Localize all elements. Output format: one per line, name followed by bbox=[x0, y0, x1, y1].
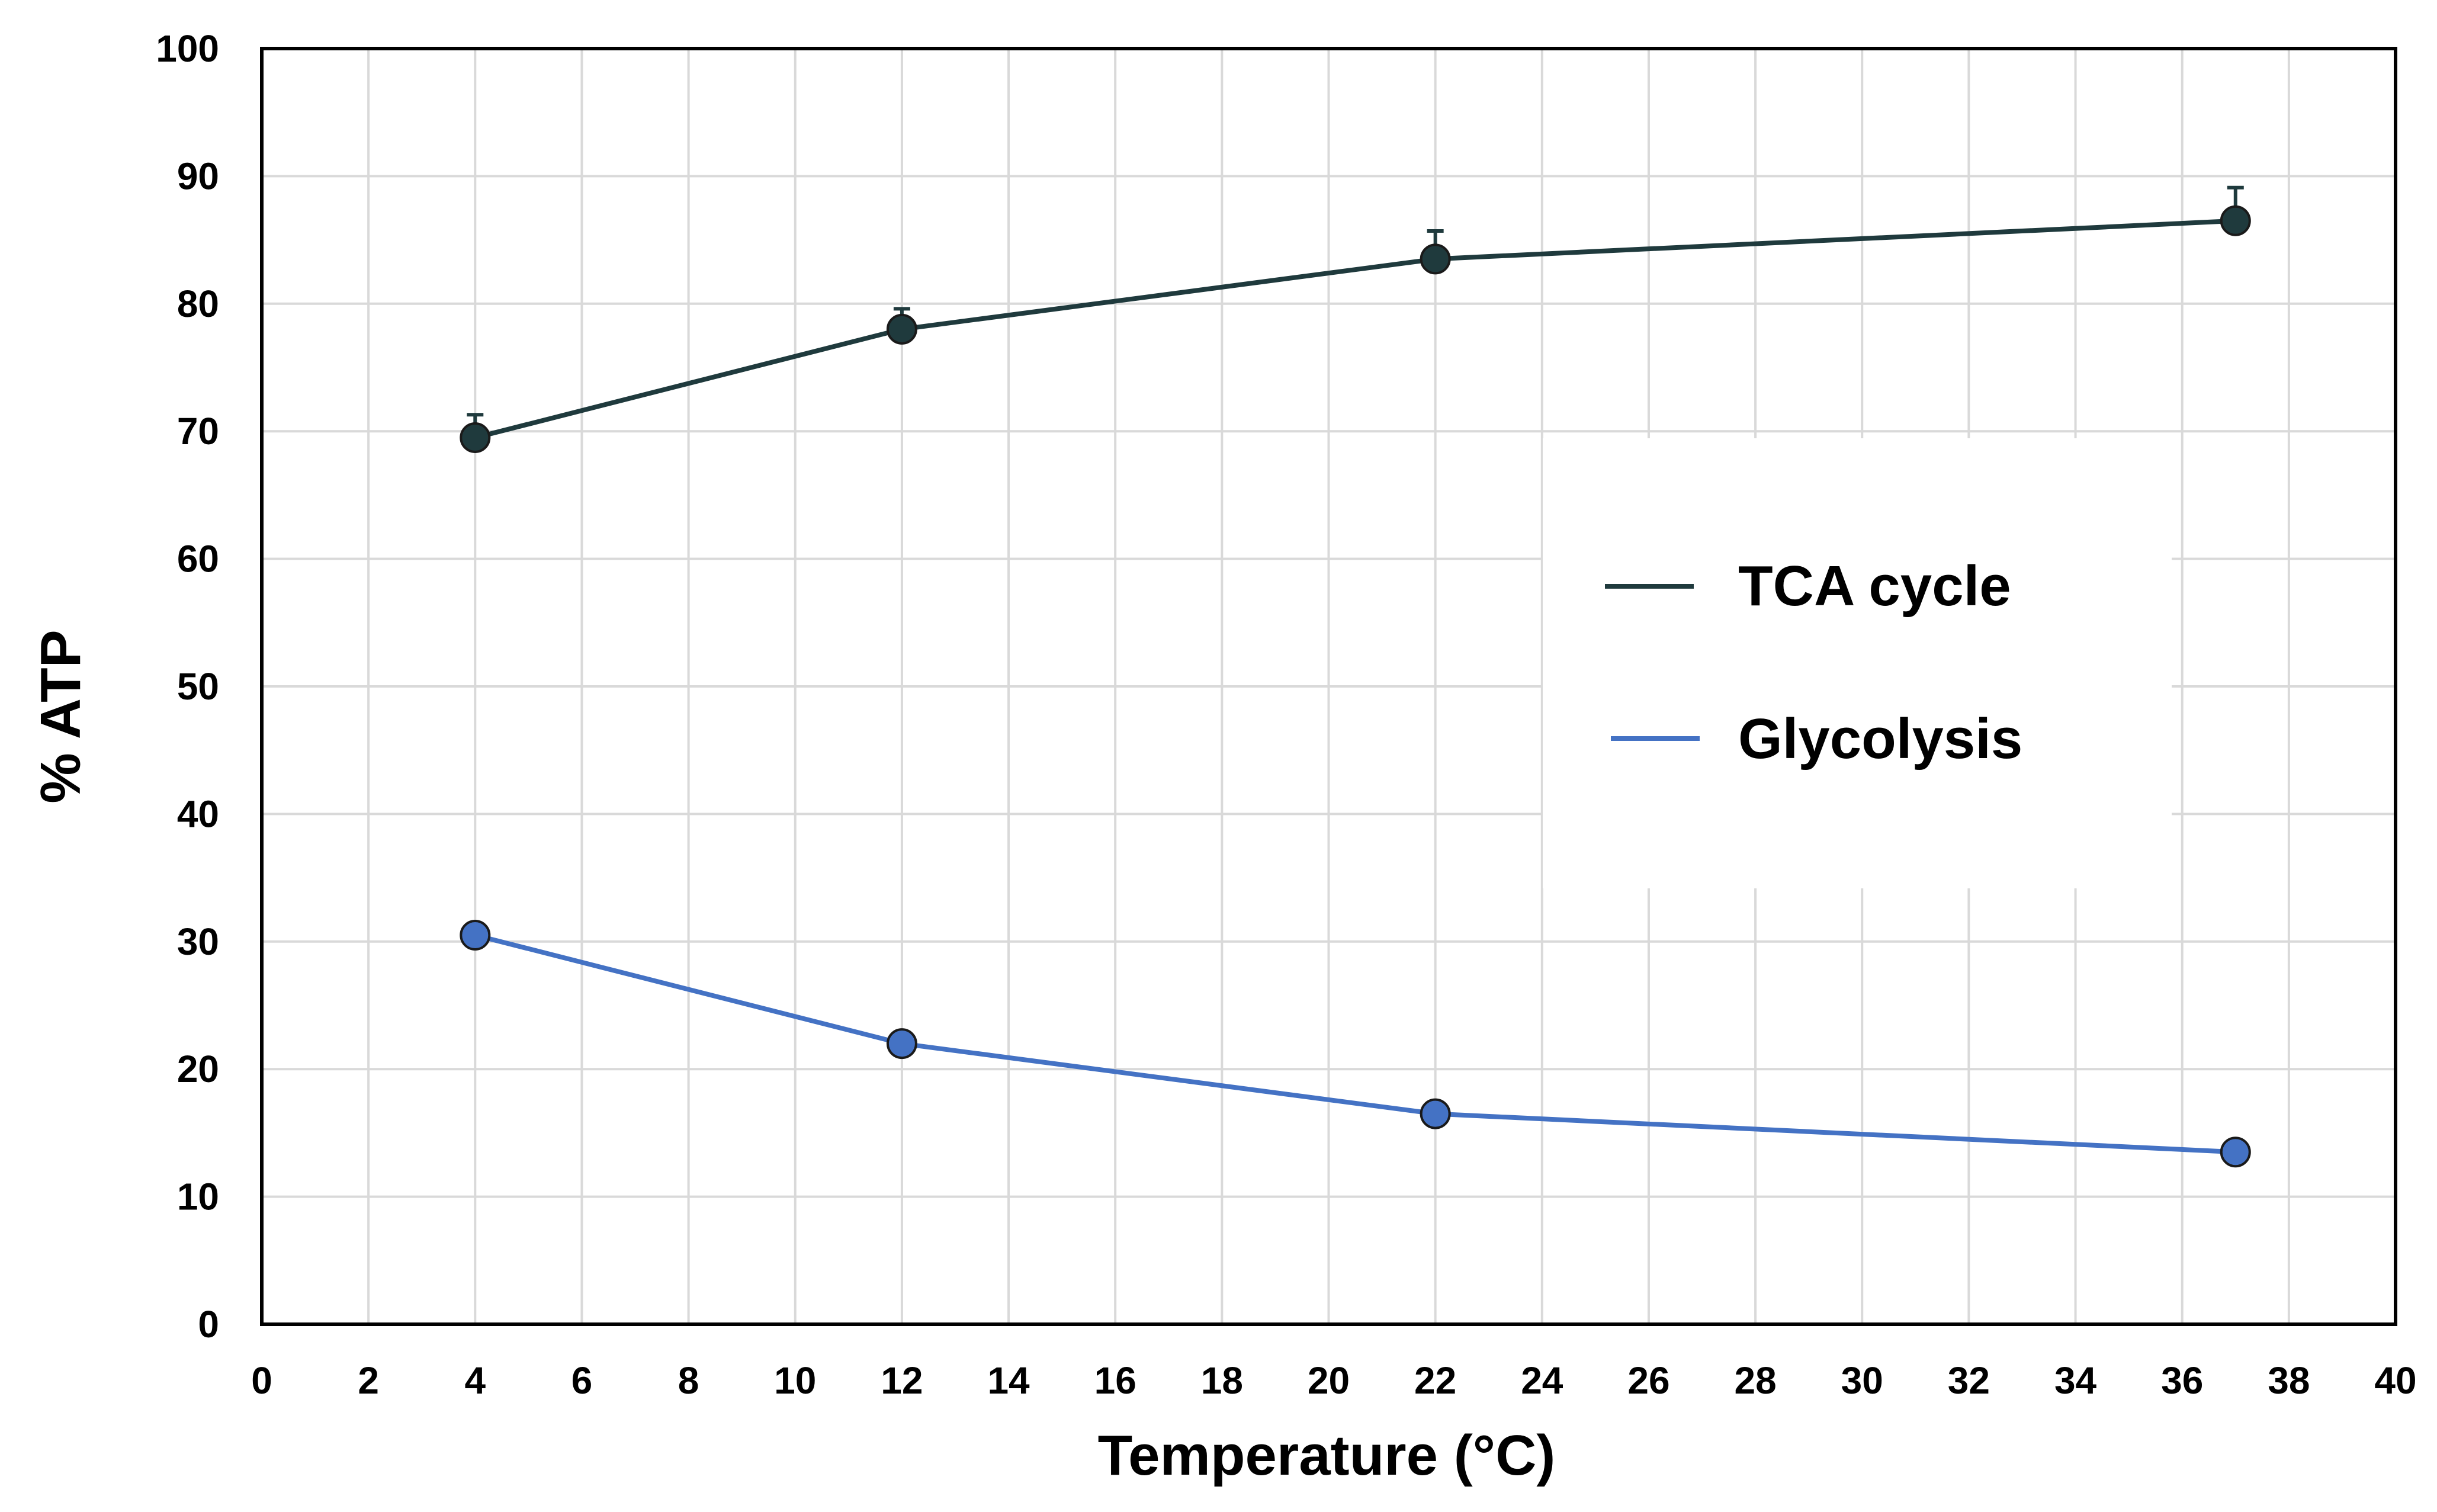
x-axis-ticks: 0 2 4 6 8 10 12 14 16 18 20 22 24 26 28 30 32 34 36 38 40 bbox=[251, 1359, 2416, 1402]
y-tick-label: 20 bbox=[177, 1048, 219, 1090]
glycolysis-data-point bbox=[1420, 1098, 1451, 1129]
y-tick-label: 90 bbox=[177, 155, 219, 197]
y-tick-label: 0 bbox=[198, 1303, 219, 1346]
x-axis-title: Temperature (°C) bbox=[1098, 1424, 1556, 1487]
tca-cycle-series-line bbox=[474, 218, 2236, 440]
x-tick-label: 22 bbox=[1414, 1359, 1456, 1402]
x-tick-label: 2 bbox=[358, 1359, 379, 1402]
glycolysis-series-line bbox=[474, 933, 2236, 1155]
y-axis-ticks: 0 10 20 30 40 50 60 70 80 90 100 bbox=[156, 27, 219, 1346]
x-tick-label: 8 bbox=[678, 1359, 699, 1402]
x-tick-label: 10 bbox=[774, 1359, 816, 1402]
y-axis-title: % ATP bbox=[29, 630, 92, 803]
x-tick-label: 20 bbox=[1308, 1359, 1350, 1402]
x-tick-label: 36 bbox=[2161, 1359, 2203, 1402]
tca-cycle-data-point bbox=[460, 422, 491, 453]
plot-area bbox=[260, 47, 2397, 1326]
x-tick-label: 38 bbox=[2268, 1359, 2310, 1402]
x-tick-label: 34 bbox=[2054, 1359, 2097, 1402]
glycolysis-data-point bbox=[460, 920, 491, 951]
x-tick-label: 26 bbox=[1627, 1359, 1669, 1402]
x-tick-label: 6 bbox=[571, 1359, 593, 1402]
x-tick-label: 28 bbox=[1735, 1359, 1777, 1402]
legend: TCA cycle Glycolysis bbox=[1543, 438, 2172, 888]
glycolysis-data-point bbox=[2220, 1137, 2251, 1168]
series-group bbox=[460, 185, 2251, 1168]
y-tick-label: 70 bbox=[177, 410, 219, 452]
x-tick-label: 18 bbox=[1201, 1359, 1243, 1402]
x-tick-label: 40 bbox=[2374, 1359, 2416, 1402]
legend-label-glycolysis: Glycolysis bbox=[1738, 707, 2022, 771]
y-tick-label: 10 bbox=[177, 1176, 219, 1218]
x-tick-label: 0 bbox=[251, 1359, 272, 1402]
x-tick-label: 32 bbox=[1948, 1359, 1990, 1402]
y-tick-label: 60 bbox=[177, 538, 219, 580]
x-tick-label: 16 bbox=[1094, 1359, 1136, 1402]
x-tick-label: 14 bbox=[987, 1359, 1030, 1402]
glycolysis-data-point bbox=[886, 1028, 917, 1060]
legend-box bbox=[1543, 438, 2172, 888]
x-tick-label: 30 bbox=[1841, 1359, 1883, 1402]
tca-cycle-data-point bbox=[2220, 205, 2251, 236]
legend-label-tca-cycle: TCA cycle bbox=[1738, 554, 2011, 618]
y-tick-label: 100 bbox=[156, 27, 219, 70]
tca-cycle-data-point bbox=[1420, 243, 1451, 275]
x-tick-label: 4 bbox=[465, 1359, 486, 1402]
y-tick-label: 80 bbox=[177, 283, 219, 325]
y-tick-label: 30 bbox=[177, 920, 219, 963]
y-tick-label: 50 bbox=[177, 665, 219, 708]
tca-cycle-data-point bbox=[886, 313, 917, 345]
y-tick-label: 40 bbox=[177, 792, 219, 835]
x-tick-label: 12 bbox=[881, 1359, 923, 1402]
x-tick-label: 24 bbox=[1521, 1359, 1563, 1402]
